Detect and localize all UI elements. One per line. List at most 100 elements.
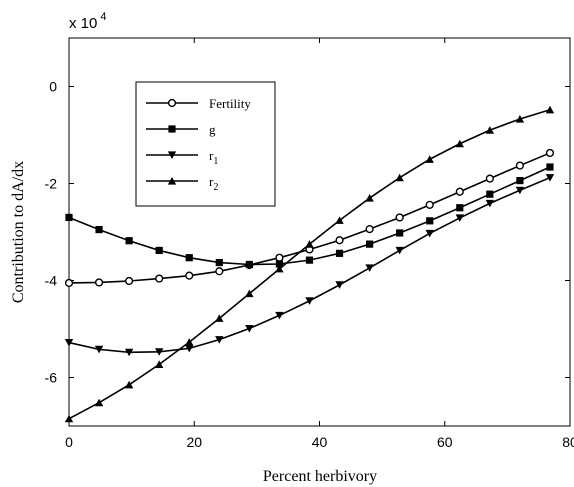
data-point — [305, 240, 314, 248]
data-point — [275, 264, 284, 273]
data-point — [94, 398, 104, 407]
data-point — [245, 289, 254, 298]
data-point — [64, 339, 74, 347]
data-point — [94, 345, 104, 354]
y-tick-label: -4 — [45, 273, 58, 289]
data-point — [215, 267, 224, 276]
legend-marker — [167, 98, 177, 108]
data-point — [455, 214, 464, 222]
legend-label: Fertility — [209, 96, 251, 111]
data-point — [185, 254, 193, 262]
data-point — [515, 161, 525, 170]
legend-box — [135, 81, 276, 207]
x-axis-title: Percent herbivory — [263, 468, 377, 485]
data-point — [335, 236, 344, 245]
data-point — [425, 200, 434, 209]
data-point — [486, 190, 494, 198]
data-point — [366, 240, 374, 248]
data-point — [425, 229, 434, 238]
data-point — [545, 105, 555, 114]
data-point — [185, 338, 194, 346]
x-tick-label: 20 — [186, 434, 202, 450]
data-point — [396, 229, 404, 237]
x-tick-label: 80 — [562, 434, 574, 450]
legend-label: r1 — [209, 148, 218, 167]
data-point — [125, 237, 133, 245]
data-point — [125, 276, 134, 286]
data-point — [124, 348, 134, 357]
x-tick-label: 60 — [437, 434, 453, 450]
scale-base: x 10 — [69, 15, 97, 32]
legend-label: r2 — [209, 174, 218, 193]
legend-label-base: Fertility — [209, 96, 251, 111]
data-point — [426, 217, 434, 225]
data-point — [335, 249, 344, 257]
data-point — [245, 324, 254, 333]
data-point — [155, 246, 163, 255]
legend-label-subscript: 2 — [213, 182, 218, 193]
series-3 — [64, 105, 555, 423]
data-point — [456, 204, 464, 212]
data-point — [305, 256, 314, 264]
data-point — [275, 311, 284, 320]
data-point — [365, 264, 374, 272]
data-point — [215, 336, 224, 344]
scale-label: x 10 4 — [69, 11, 106, 32]
legend-label-base: g — [209, 122, 216, 137]
y-tick-label: -2 — [45, 176, 58, 192]
data-point — [485, 174, 494, 183]
series-2 — [64, 174, 555, 357]
scale-exponent: 4 — [100, 11, 106, 23]
data-point — [485, 199, 495, 208]
data-point — [185, 344, 194, 353]
data-point — [154, 360, 164, 368]
data-point — [335, 281, 344, 289]
data-point — [515, 115, 525, 123]
data-point — [545, 148, 555, 158]
data-point — [155, 274, 164, 283]
data-point — [154, 348, 164, 356]
y-tick-label: 0 — [49, 79, 57, 95]
data-point — [275, 253, 284, 262]
legend-marker — [168, 125, 176, 133]
legend-label: g — [209, 122, 216, 137]
data-point — [365, 194, 374, 202]
data-point — [64, 414, 74, 423]
data-point — [455, 187, 464, 196]
data-point — [335, 216, 344, 224]
x-tick-label: 0 — [65, 434, 73, 450]
legend-label-base: r — [209, 174, 214, 189]
data-point — [365, 224, 374, 234]
data-point — [425, 155, 434, 163]
data-point — [305, 297, 314, 305]
data-point — [95, 225, 103, 234]
legend-marker — [167, 177, 177, 185]
data-point — [94, 278, 104, 287]
data-point — [215, 314, 224, 322]
data-point — [275, 260, 284, 268]
legend-label-base: r — [209, 148, 214, 163]
data-point — [395, 213, 404, 222]
x-tick-label: 40 — [312, 434, 328, 450]
series-1 — [65, 163, 554, 269]
data-point — [485, 126, 495, 134]
data-point — [395, 173, 404, 182]
data-point — [124, 380, 134, 389]
axes: 0 20 40 60 80 0 -2 -4 -6 — [45, 38, 574, 450]
y-axis-title: Contribution to dA/dx — [10, 161, 27, 303]
y-tick-label: -6 — [45, 370, 58, 386]
data-point — [64, 278, 74, 288]
legend-marker — [167, 151, 177, 159]
data-point — [395, 246, 404, 255]
data-point — [545, 174, 555, 182]
data-point — [515, 186, 525, 195]
data-point — [215, 258, 223, 267]
data-point — [245, 260, 253, 269]
data-point — [65, 213, 73, 222]
data-point — [185, 271, 194, 280]
data-point — [516, 176, 524, 185]
data-point — [546, 163, 554, 171]
data-point — [455, 139, 464, 148]
